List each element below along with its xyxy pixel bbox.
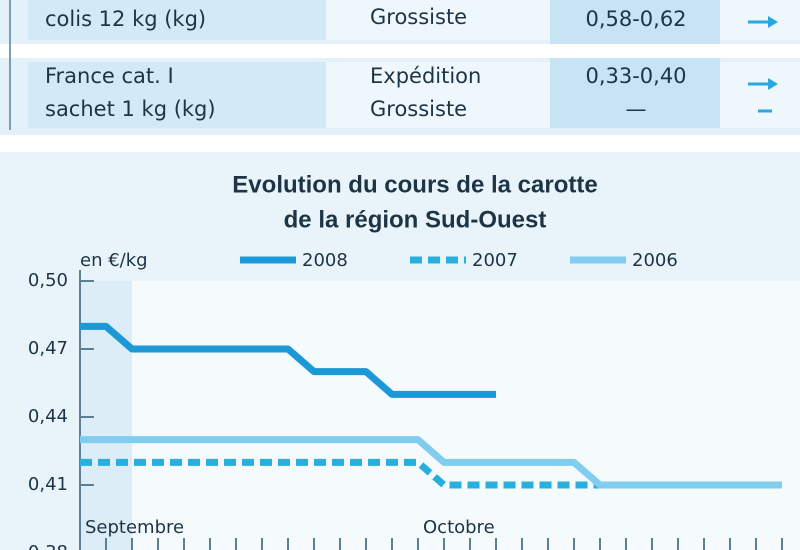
y-tick-label: 0,41	[28, 474, 68, 495]
product: colis 12 kg (kg)	[45, 7, 206, 31]
x-tick-label: Septembre	[85, 517, 184, 538]
cell-bg	[326, 62, 550, 128]
highlight-band	[80, 281, 132, 550]
y-tick-label: 0,47	[28, 338, 68, 359]
series-line	[80, 436, 782, 489]
cell-bg	[720, 62, 800, 128]
stage: Grossiste	[370, 5, 467, 29]
cell-bg	[326, 0, 550, 40]
legend-label: 2006	[632, 250, 678, 271]
stage: Expédition	[370, 64, 481, 88]
cell-bg	[28, 62, 326, 128]
legend-label: 2008	[302, 250, 348, 271]
y-tick-label: 0,50	[28, 270, 68, 291]
row-gap	[550, 44, 720, 58]
chart-title: de la région Sud-Ouest	[284, 206, 547, 233]
y-tick-label: 0,44	[28, 406, 68, 427]
cell-bg	[720, 0, 800, 40]
series-line	[80, 458, 782, 489]
product: France cat. I	[45, 64, 174, 88]
cell-bg	[28, 0, 326, 40]
y-tick-label: 0,38	[28, 542, 68, 550]
price: 0,58-0,62	[585, 7, 686, 31]
plot-bg	[80, 281, 800, 550]
product: sachet 1 kg (kg)	[45, 97, 216, 121]
price: —	[626, 97, 647, 121]
cell-bg	[550, 0, 720, 128]
trend-arrow	[748, 16, 778, 113]
chart-title: Evolution du cours de la carotte	[232, 171, 597, 198]
legend-label: 2007	[472, 250, 518, 271]
y-axis-label: en €/kg	[80, 250, 148, 271]
stage: Grossiste	[370, 97, 467, 121]
series-line	[80, 322, 496, 398]
x-tick-label: Octobre	[423, 517, 495, 538]
price: 0,33-0,40	[585, 64, 686, 88]
